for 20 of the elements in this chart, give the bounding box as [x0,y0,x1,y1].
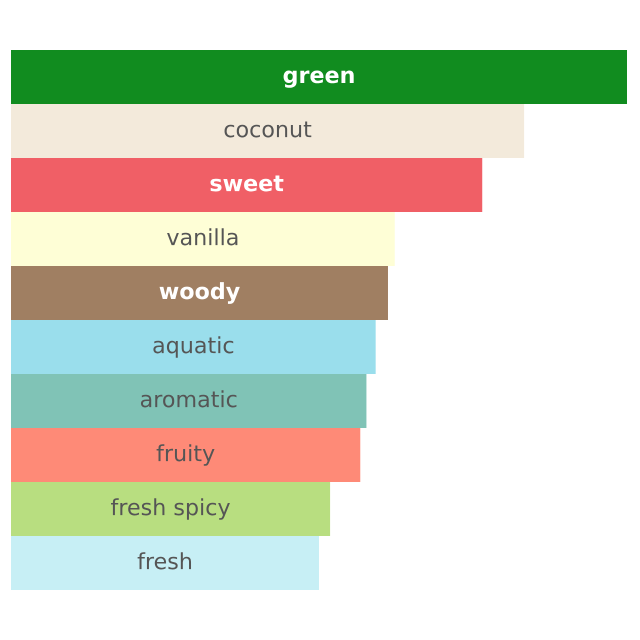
bar [11,50,627,104]
bar [11,482,330,536]
y-tick-label: fresh [138,552,192,570]
y-tick-label: woody [160,282,240,304]
y-tick-label: aromatic [140,390,236,408]
bar [11,104,524,158]
y-tick-label: fruity [156,444,215,466]
y-tick-label: green [284,70,354,88]
bar [11,428,360,482]
bar [11,536,319,590]
y-tick-label: coconut [224,122,312,138]
bar [11,212,395,266]
bar [11,266,388,320]
y-tick-label: fresh spicy [111,498,230,520]
y-tick-label: aquatic [153,336,234,358]
y-tick-label: vanilla [167,228,238,246]
bar [11,158,482,212]
bar [11,374,366,428]
bar [11,320,376,374]
y-tick-label: sweet [210,176,284,192]
